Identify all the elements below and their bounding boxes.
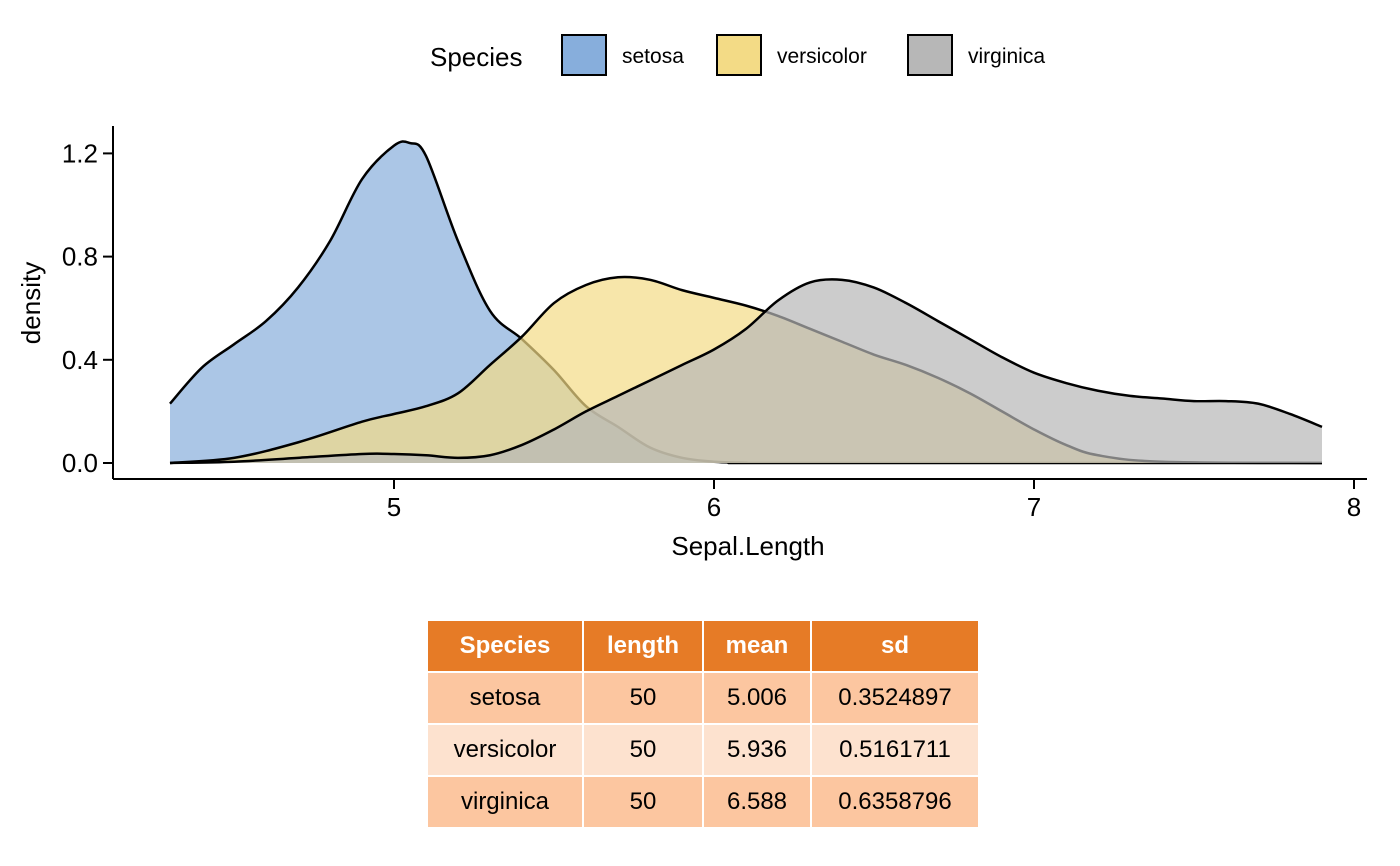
table-cell: 50 (582, 671, 704, 725)
table-cell: 0.6358796 (810, 775, 980, 829)
density-line-virginica (169, 278, 1323, 465)
table-cell: 0.5161711 (810, 723, 980, 777)
table-header-row: Species length mean sd (426, 619, 980, 673)
legend-key-setosa (561, 34, 607, 76)
table-row: virginica 50 6.588 0.6358796 (426, 775, 980, 829)
y-tick-label: 1.2 (62, 138, 98, 168)
y-tick-label: 0.4 (62, 345, 98, 375)
table-cell: versicolor (426, 723, 584, 777)
table-header-cell: length (582, 619, 704, 673)
legend-key-virginica (907, 34, 953, 76)
y-tick-label: 0.8 (62, 242, 98, 272)
legend-label-virginica: virginica (968, 45, 1045, 68)
y-tick-label: 0.0 (62, 448, 98, 478)
legend-label-versicolor: versicolor (777, 45, 867, 68)
table-cell: 0.3524897 (810, 671, 980, 725)
table-cell: virginica (426, 775, 584, 829)
density-area-virginica (170, 279, 1322, 463)
x-tick-label: 5 (387, 492, 401, 522)
legend-key-versicolor (716, 34, 762, 76)
x-tick-label: 6 (707, 492, 721, 522)
density-area-setosa (170, 141, 1322, 463)
table-header-cell: sd (810, 619, 980, 673)
table-header-cell: mean (702, 619, 812, 673)
legend: Species setosa versicolor virginica (430, 34, 1045, 76)
table-cell: 50 (582, 723, 704, 777)
density-chart: Species setosa versicolor virginica 5 6 7 8 0… (16, 34, 1367, 561)
table-header-cell: Species (426, 619, 584, 673)
x-tick-label: 7 (1027, 492, 1041, 522)
table-row: setosa 50 5.006 0.3524897 (426, 671, 980, 725)
legend-label-setosa: setosa (622, 45, 684, 68)
table-cell: 5.936 (702, 723, 812, 777)
summary-table: Species length mean sd setosa 50 5.006 0.35248… (426, 619, 980, 829)
table-cell: 5.006 (702, 671, 812, 725)
table-cell: 6.588 (702, 775, 812, 829)
table-cell: 50 (582, 775, 704, 829)
table-cell: setosa (426, 671, 584, 725)
plot-area: 5 6 7 8 0.0 0.4 0.8 1.2 (62, 126, 1367, 522)
y-axis-label: density (16, 262, 46, 344)
legend-title: Species (430, 42, 523, 72)
x-tick-label: 8 (1347, 492, 1361, 522)
x-axis-label: Sepal.Length (671, 531, 824, 561)
table-row: versicolor 50 5.936 0.5161711 (426, 723, 980, 777)
